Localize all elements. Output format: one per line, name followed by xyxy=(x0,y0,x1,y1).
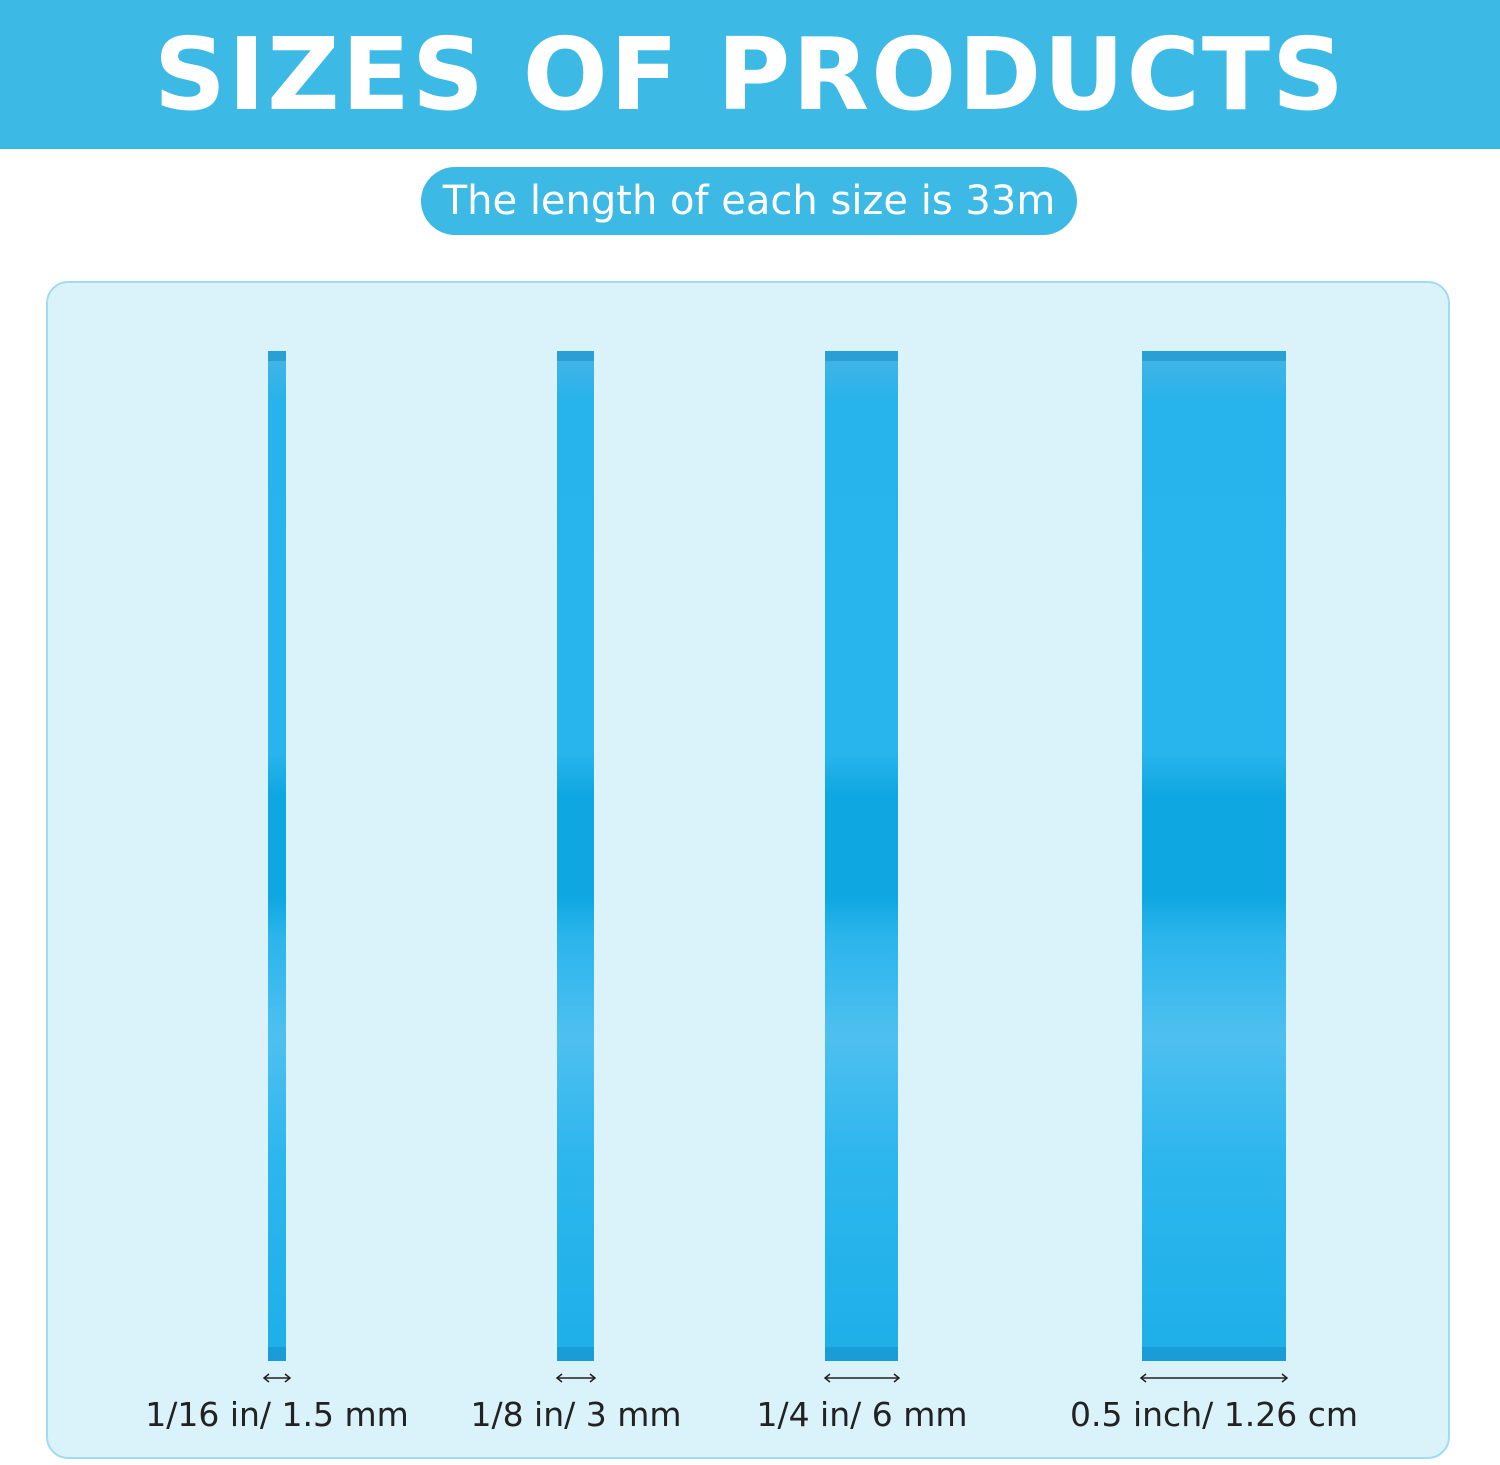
size-label: 1/16 in/ 1.5 mm xyxy=(145,1395,409,1434)
tape-strip-0-5-inch xyxy=(1142,351,1286,1361)
page-title: SIZES OF PRODUCTS xyxy=(153,15,1347,133)
width-arrow-icon xyxy=(262,1373,292,1383)
header-banner: SIZES OF PRODUCTS xyxy=(0,0,1500,149)
size-label: 0.5 inch/ 1.26 cm xyxy=(1070,1395,1358,1434)
width-arrow-icon xyxy=(823,1373,901,1383)
size-label: 1/4 in/ 6 mm xyxy=(756,1395,968,1434)
length-badge: The length of each size is 33m xyxy=(421,167,1077,235)
tape-strip-1-4-in xyxy=(825,351,898,1361)
size-label: 1/8 in/ 3 mm xyxy=(470,1395,682,1434)
width-arrow-icon xyxy=(555,1373,597,1383)
tape-strip-1-8-in xyxy=(557,351,594,1361)
length-badge-text: The length of each size is 33m xyxy=(442,178,1056,224)
tape-strip-1-16-in xyxy=(268,351,286,1361)
width-arrow-icon xyxy=(1139,1373,1289,1383)
